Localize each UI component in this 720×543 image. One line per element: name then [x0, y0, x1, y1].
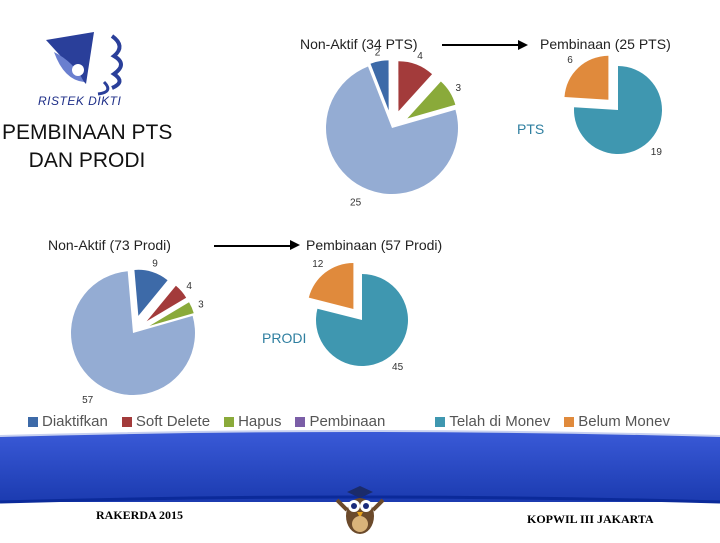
data-label: 2 [375, 47, 381, 58]
legend-swatch [295, 416, 306, 427]
prodi-flow-arrow [214, 245, 292, 247]
chart-group-label: PRODI [262, 330, 306, 346]
data-label: 19 [651, 147, 663, 158]
prodi-pembinaan-label: Pembinaan (57 Prodi) [306, 237, 443, 253]
legend-item-hapus: Hapus [224, 413, 281, 430]
legend-item-pembinaan: Pembinaan [295, 413, 385, 430]
legend-label: Diaktifkan [42, 413, 108, 430]
pie-slice-diaktifkan [134, 269, 168, 316]
data-label: 9 [152, 258, 158, 269]
logo-text: RISTEK DIKTI [38, 94, 122, 108]
legend-label: Soft Delete [135, 413, 211, 430]
pts-arrowhead-icon [518, 40, 528, 50]
logo-icon [46, 32, 123, 96]
pie-slice-hapus [407, 81, 456, 119]
chart-group-label: PTS [517, 121, 544, 137]
pie-slice-pembinaan [71, 271, 195, 395]
data-label: 3 [198, 300, 204, 311]
ristek-dikti-logo [34, 22, 134, 110]
legend-swatch [224, 416, 235, 427]
pie-slice-hapus [149, 302, 194, 326]
pts-pembinaan-label: Pembinaan (25 PTS) [540, 36, 671, 52]
pie-slice-belum-monev [564, 55, 609, 100]
legend-item-telah-di-monev: Telah di Monev [435, 413, 550, 430]
legend-label: Belum Monev [578, 413, 670, 430]
prodi-arrowhead-icon [290, 240, 300, 250]
data-label: 57 [82, 395, 94, 406]
prodi-nonaktif-label: Non-Aktif (73 Prodi) [48, 237, 171, 253]
footer-banner [0, 430, 720, 540]
legend-label: Hapus [238, 413, 282, 430]
data-label: 6 [567, 55, 573, 66]
chart-legend: Diaktifkan Soft Delete Hapus Pembinaan T… [28, 413, 670, 430]
mascot-icon [333, 482, 387, 538]
legend-item-diaktifkan: Diaktifkan [28, 413, 108, 430]
legend-item-soft-delete: Soft Delete [121, 413, 211, 430]
data-label: 4 [186, 281, 192, 292]
data-label: 45 [392, 362, 404, 373]
legend-item-belum-monev: Belum Monev [564, 413, 670, 430]
legend-swatch [435, 416, 446, 427]
pie-slice-soft-delete [146, 285, 187, 322]
footer-left-text: RAKERDA 2015 [96, 508, 184, 522]
pie-slice-diaktifkan [370, 60, 389, 111]
data-label: 12 [312, 259, 324, 270]
footer-right-text: KOPWIL III JAKARTA [527, 512, 654, 526]
pie-slice-pembinaan [326, 66, 458, 194]
legend-swatch [28, 416, 38, 427]
legend-label: Telah di Monev [449, 413, 551, 430]
page-title-line1: PEMBINAAN PTS [2, 121, 173, 144]
pie-slice-telah-di-monev [574, 66, 663, 154]
data-label: 4 [417, 51, 423, 62]
pie-slice-telah-di-monev [316, 274, 408, 367]
page-title-line2: DAN PRODI [28, 149, 146, 172]
data-label: 25 [350, 197, 362, 208]
pie-slice-belum-monev [308, 262, 354, 309]
legend-swatch [121, 416, 132, 427]
legend-swatch [564, 416, 575, 427]
pts-nonaktif-label: Non-Aktif (34 PTS) [300, 36, 418, 52]
pts-flow-arrow [442, 44, 520, 46]
data-label: 3 [455, 83, 461, 94]
pie-slice-soft-delete [398, 61, 433, 112]
legend-label: Pembinaan [309, 413, 386, 430]
